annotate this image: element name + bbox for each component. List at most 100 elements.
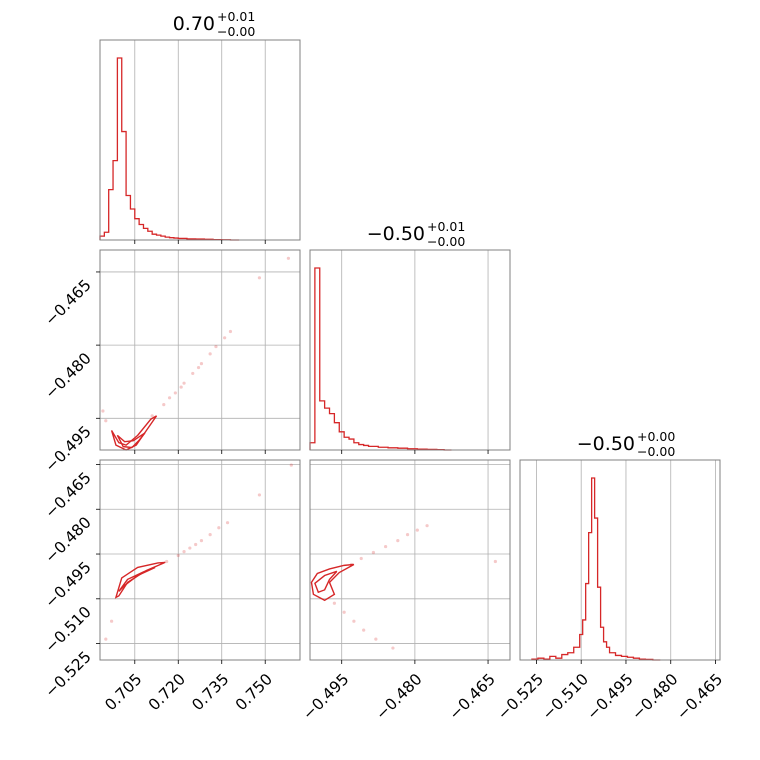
histogram-series-2 (531, 477, 661, 661)
sample-point (150, 414, 154, 418)
sample-point (371, 550, 376, 555)
y-tick-label: −0.525 (42, 648, 95, 701)
sample-point (199, 362, 204, 366)
title-lower: −0.00 (217, 24, 255, 39)
histogram-panel-0: 0.70 +0.01−0.00 (99, 9, 301, 244)
sample-point (493, 559, 497, 564)
x-tick-label: −0.495 (584, 670, 637, 723)
sample-point (208, 352, 212, 356)
sample-point (396, 538, 400, 543)
sample-point (223, 336, 227, 340)
y-tick-label: −0.495 (42, 558, 95, 611)
y-tick-label: −0.510 (42, 603, 95, 656)
x-tick-label: −0.495 (299, 670, 352, 723)
x-tick-label: −0.510 (539, 670, 592, 723)
x-tick-label: −0.525 (494, 670, 547, 723)
sample-point (352, 619, 356, 623)
panel-frame (309, 249, 511, 451)
sample-point (342, 610, 346, 614)
x-tick-label: 0.705 (102, 670, 146, 714)
sample-point (104, 637, 108, 641)
title-upper: +0.01 (427, 219, 465, 234)
sample-point (196, 365, 201, 370)
panel-title-2: −0.50 +0.00−0.00 (577, 429, 676, 459)
sample-point (359, 556, 363, 561)
density-contour (314, 570, 338, 594)
sample-point (289, 463, 293, 467)
panel-frame (99, 459, 301, 661)
histogram-series-0 (99, 57, 240, 241)
panel-frame (309, 459, 511, 661)
sample-point (101, 409, 105, 413)
histogram-series-1 (309, 267, 452, 451)
sample-point (165, 559, 169, 564)
sample-point (257, 276, 262, 280)
sample-point (182, 381, 186, 385)
x-tick-label: −0.465 (446, 670, 499, 723)
sample-point (109, 619, 114, 623)
sample-point (182, 550, 186, 554)
sample-point (384, 544, 388, 549)
y-tick-label: −0.465 (42, 469, 95, 522)
y-tick-label: −0.465 (42, 276, 95, 329)
x-tick-label: −0.465 (673, 670, 726, 723)
title-value: −0.50 (577, 433, 635, 455)
panel-title-0: 0.70 +0.01−0.00 (173, 9, 256, 39)
x-tick-label: −0.480 (628, 670, 681, 723)
sample-point (425, 524, 429, 528)
panel-frame (99, 249, 301, 451)
density-contour (114, 561, 166, 599)
y-tick-label: −0.480 (42, 349, 95, 402)
sample-point (167, 396, 172, 400)
x-tick-label: 0.720 (145, 670, 189, 714)
sample-point (199, 538, 204, 543)
panel-title-1: −0.50 +0.01−0.00 (367, 219, 466, 249)
sample-point (225, 521, 230, 525)
sample-point (176, 553, 180, 558)
scatter-panel-0 (96, 249, 301, 454)
sample-point (405, 533, 410, 537)
x-tick-label: 0.750 (232, 670, 276, 714)
y-tick-labels-row-1: −0.495 −0.480 −0.465 (42, 276, 95, 476)
sample-point (214, 344, 218, 349)
x-tick-labels-col-0: 0.705 0.720 0.735 0.750 (102, 670, 277, 714)
title-lower: −0.00 (637, 444, 675, 459)
panel-frame (99, 39, 301, 241)
sample-point (217, 526, 221, 530)
sample-point (162, 403, 166, 407)
sample-point (415, 528, 419, 532)
x-tick-label: −0.480 (372, 670, 425, 723)
scatter-panel-1 (96, 459, 301, 664)
sample-point (194, 542, 198, 547)
panel-frame (519, 459, 721, 661)
title-value: 0.70 (173, 13, 215, 35)
y-tick-labels-row-2: −0.525−0.510−0.495−0.480−0.465 (42, 469, 95, 701)
sample-point (362, 628, 366, 632)
title-upper: +0.00 (637, 429, 675, 444)
y-tick-label: −0.495 (42, 422, 95, 475)
sample-point (191, 371, 195, 376)
density-contour (118, 566, 156, 592)
histogram-panel-1: −0.50 +0.01−0.00 (309, 219, 511, 454)
sample-point (228, 329, 233, 334)
sample-point (286, 256, 291, 260)
x-tick-label: 0.735 (188, 670, 232, 714)
sample-point (374, 637, 378, 641)
sample-point (173, 391, 177, 395)
sample-point (332, 601, 336, 605)
y-tick-label: −0.480 (42, 513, 95, 566)
sample-point (391, 646, 395, 650)
title-value: −0.50 (367, 223, 425, 245)
title-lower: −0.00 (427, 234, 465, 249)
sample-point (188, 546, 192, 550)
sample-point (104, 419, 108, 423)
sample-point (257, 493, 262, 497)
sample-point (179, 385, 183, 389)
sample-point (208, 533, 212, 537)
x-tick-labels-col-2: −0.525−0.510−0.495−0.480−0.465 (494, 670, 726, 723)
scatter-panel-2 (309, 459, 511, 664)
density-contour (310, 563, 355, 602)
density-contour (110, 415, 158, 451)
density-contour (116, 432, 146, 449)
